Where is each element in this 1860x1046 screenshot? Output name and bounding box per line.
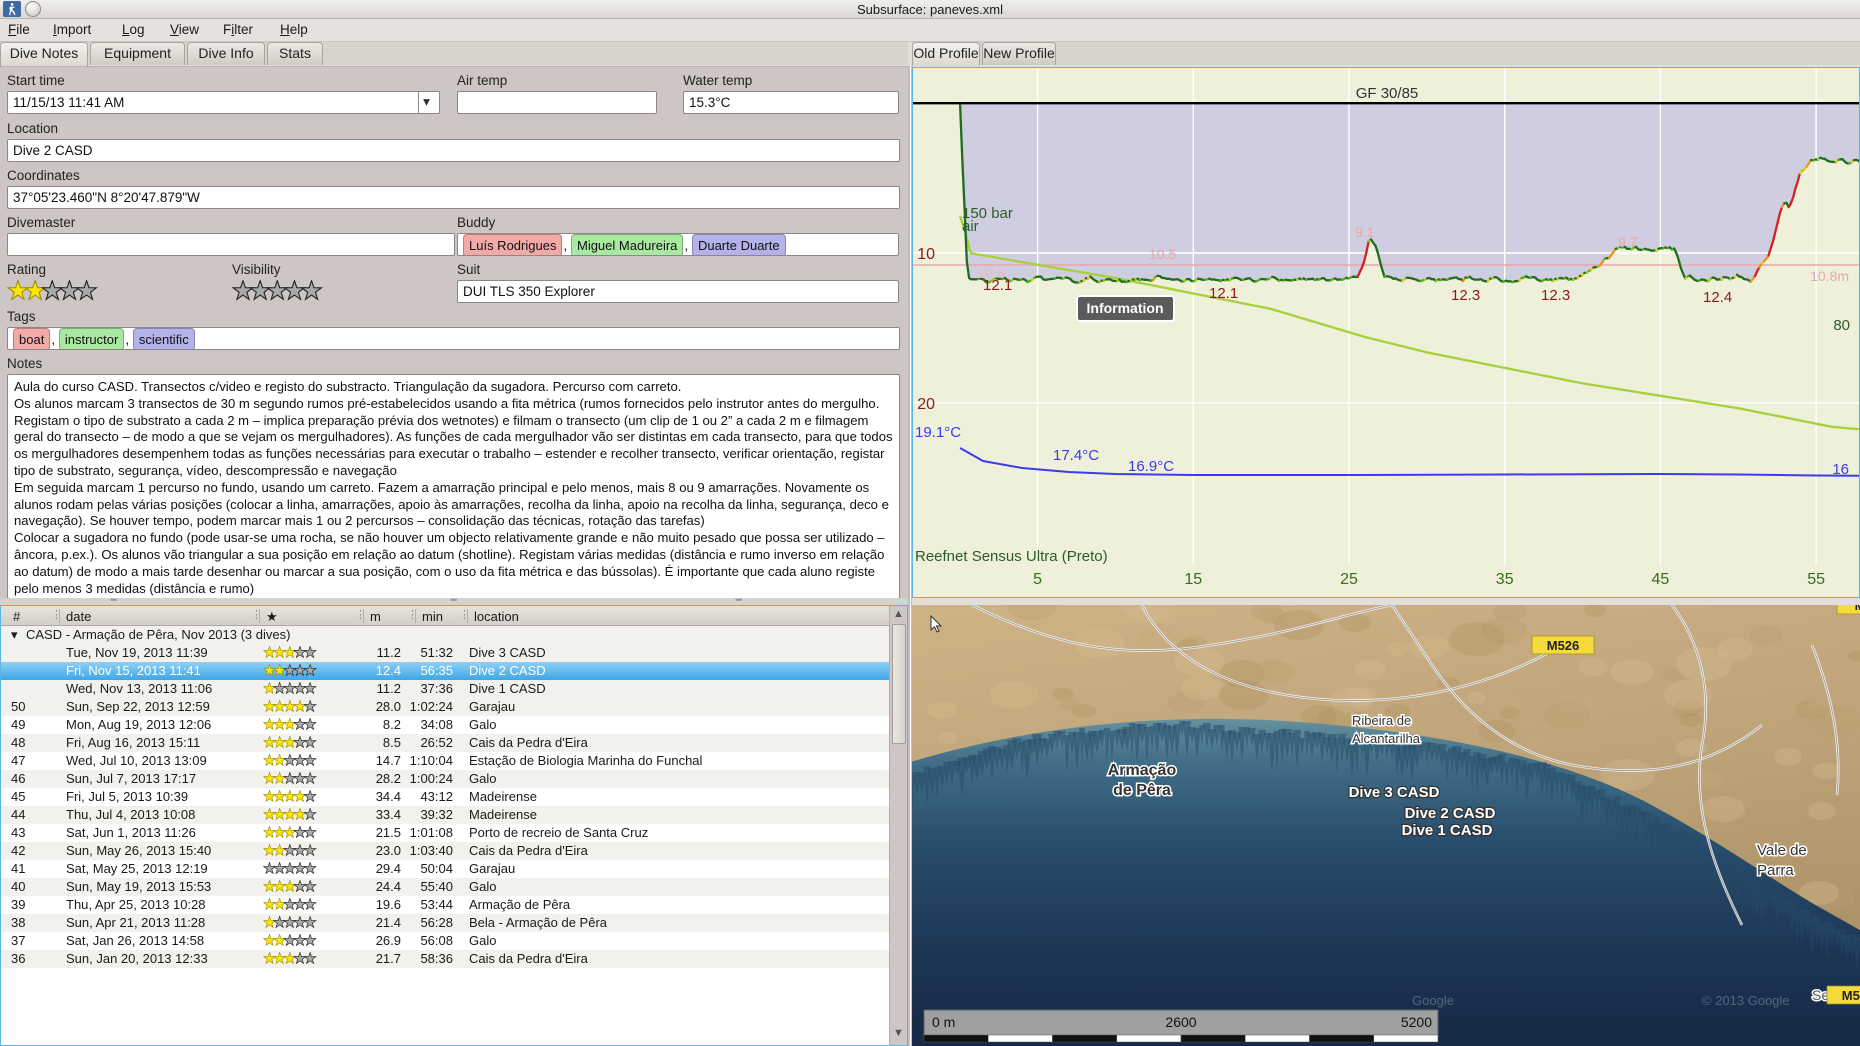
svg-text:12.4: 12.4 xyxy=(1703,289,1732,306)
svg-text:10.8m: 10.8m xyxy=(1810,268,1849,284)
svg-text:Parra: Parra xyxy=(1757,862,1794,879)
svg-text:GF 30/85: GF 30/85 xyxy=(1356,85,1419,102)
svg-text:Armação: Armação xyxy=(1108,762,1177,779)
svg-text:© 2013 Google: © 2013 Google xyxy=(1702,993,1790,1008)
svg-text:16: 16 xyxy=(1832,461,1849,478)
svg-text:55: 55 xyxy=(1807,571,1825,588)
svg-text:2600: 2600 xyxy=(1165,1014,1196,1030)
svg-text:5200: 5200 xyxy=(1401,1014,1432,1030)
svg-text:5: 5 xyxy=(1033,571,1042,588)
svg-text:de Pêra: de Pêra xyxy=(1113,782,1171,799)
svg-text:10: 10 xyxy=(917,246,935,263)
svg-text:M1241: M1241 xyxy=(1855,605,1860,613)
svg-text:Vale de: Vale de xyxy=(1757,842,1807,859)
svg-text:Reefnet Sensus Ultra (Preto): Reefnet Sensus Ultra (Preto) xyxy=(915,548,1108,565)
svg-text:Dive 2 CASD: Dive 2 CASD xyxy=(1405,805,1496,822)
svg-text:9.1: 9.1 xyxy=(1355,224,1375,240)
svg-text:17.4°C: 17.4°C xyxy=(1053,447,1099,464)
svg-text:35: 35 xyxy=(1496,571,1514,588)
svg-text:M526: M526 xyxy=(1842,988,1860,1003)
svg-text:Dive 3 CASD: Dive 3 CASD xyxy=(1349,784,1440,801)
svg-text:12.1: 12.1 xyxy=(1209,285,1238,302)
svg-text:20: 20 xyxy=(917,396,935,413)
svg-text:Information: Information xyxy=(1087,300,1164,316)
svg-text:12.1: 12.1 xyxy=(983,277,1012,294)
svg-text:air: air xyxy=(962,218,979,235)
svg-text:12.3: 12.3 xyxy=(1541,287,1570,304)
svg-text:M526: M526 xyxy=(1547,638,1580,653)
svg-text:9.7: 9.7 xyxy=(1618,234,1638,250)
svg-text:25: 25 xyxy=(1340,571,1358,588)
svg-text:10.5: 10.5 xyxy=(1149,246,1176,262)
svg-text:12.3: 12.3 xyxy=(1451,287,1480,304)
svg-text:19.1°C: 19.1°C xyxy=(915,424,961,441)
svg-text:45: 45 xyxy=(1652,571,1670,588)
svg-text:Dive 1 CASD: Dive 1 CASD xyxy=(1402,822,1493,839)
svg-text:15: 15 xyxy=(1184,571,1202,588)
svg-text:16.9°C: 16.9°C xyxy=(1128,458,1174,475)
svg-text:80: 80 xyxy=(1833,317,1850,334)
svg-text:Google: Google xyxy=(1412,993,1454,1008)
svg-text:0 m: 0 m xyxy=(932,1014,955,1030)
svg-text:Alcantarilha: Alcantarilha xyxy=(1352,731,1421,746)
svg-text:Ribeira de: Ribeira de xyxy=(1352,713,1411,728)
